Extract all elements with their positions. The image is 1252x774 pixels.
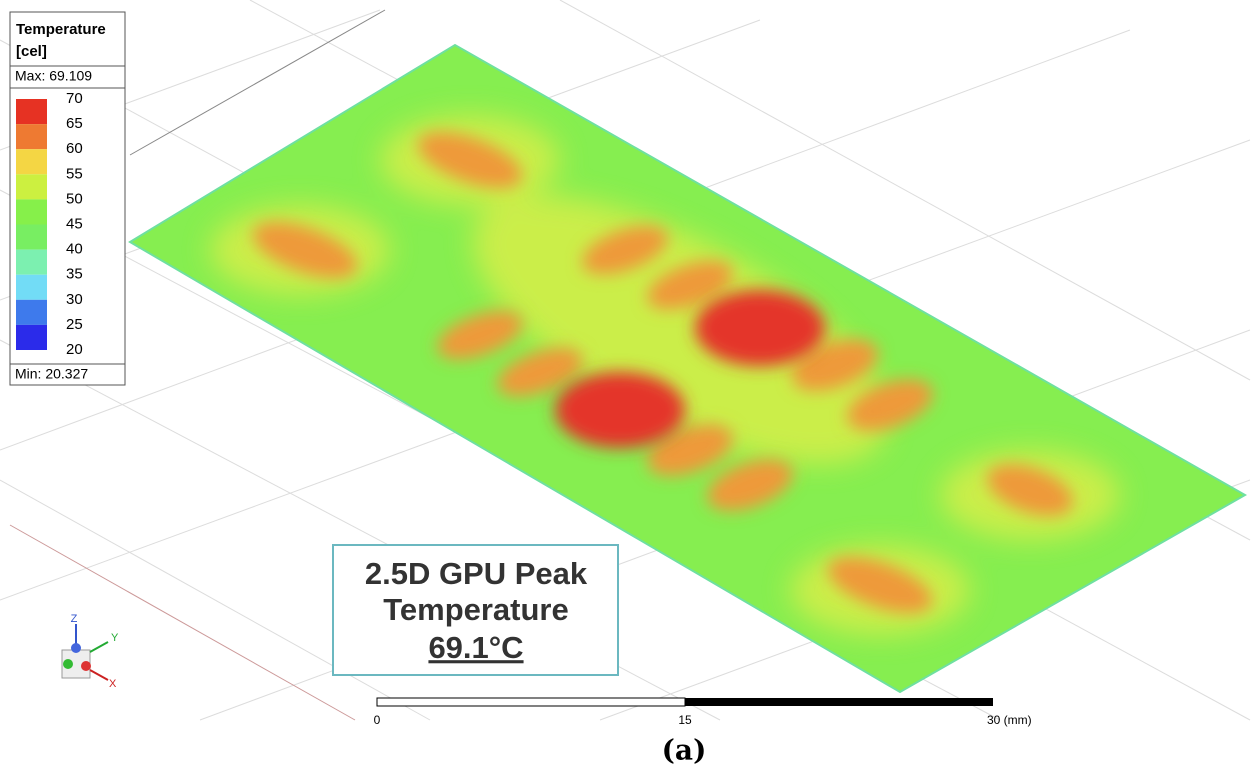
legend-min: Min: 20.327 (15, 366, 88, 382)
legend-level: 65 (66, 115, 83, 132)
annotation-line: 2.5D GPU Peak (365, 556, 588, 591)
legend-level: 70 (66, 90, 83, 107)
legend-level: 45 (66, 215, 83, 232)
triad-label: X (109, 678, 117, 690)
annotation-peak: 69.1°C (428, 630, 523, 665)
triad-axis (89, 641, 109, 653)
triad-label: Z (71, 613, 78, 625)
temperature-plate (128, 43, 1248, 694)
triad-ball (71, 643, 81, 653)
scale-label: 15 (678, 713, 692, 727)
legend-swatch (16, 299, 47, 325)
legend-swatch (16, 124, 47, 150)
legend: Temperature [cel] Max: 69.109 Min: 20.32… (9, 11, 126, 386)
scale-segment (685, 698, 993, 706)
legend-level: 55 (66, 165, 83, 182)
legend-swatch (16, 249, 47, 275)
triad-ball (63, 659, 73, 669)
triad-axis (89, 669, 109, 681)
legend-level: 20 (66, 341, 83, 358)
scale-segment (376, 697, 686, 707)
scale-label: 30 (mm) (987, 713, 1032, 727)
annotation: 2.5D GPU Peak Temperature 69.1°C (332, 544, 619, 676)
legend-level: 50 (66, 190, 83, 207)
scale-label: 0 (374, 713, 381, 727)
triad-label: Y (111, 632, 119, 644)
legend-max: Max: 69.109 (15, 68, 92, 84)
legend-swatch (16, 149, 47, 175)
annotation-box (332, 544, 619, 676)
legend-swatch (16, 99, 47, 125)
axis-triad: Z Y X (61, 613, 119, 690)
legend-swatch (16, 199, 47, 225)
triad-ball (81, 661, 91, 671)
legend-level: 30 (66, 291, 83, 308)
annotation-line: Temperature (383, 592, 569, 627)
legend-title: Temperature (16, 21, 106, 38)
legend-level: 25 (66, 316, 83, 333)
legend-swatch (16, 224, 47, 250)
legend-unit: [cel] (16, 43, 47, 60)
legend-swatch (16, 174, 47, 200)
legend-swatch (16, 324, 47, 350)
caption: (a) (662, 734, 707, 767)
legend-swatch (16, 274, 47, 300)
legend-level: 60 (66, 140, 83, 157)
scale-bar: 0 15 30 (mm) (374, 697, 1032, 727)
legend-level: 35 (66, 266, 83, 283)
legend-level: 40 (66, 241, 83, 258)
